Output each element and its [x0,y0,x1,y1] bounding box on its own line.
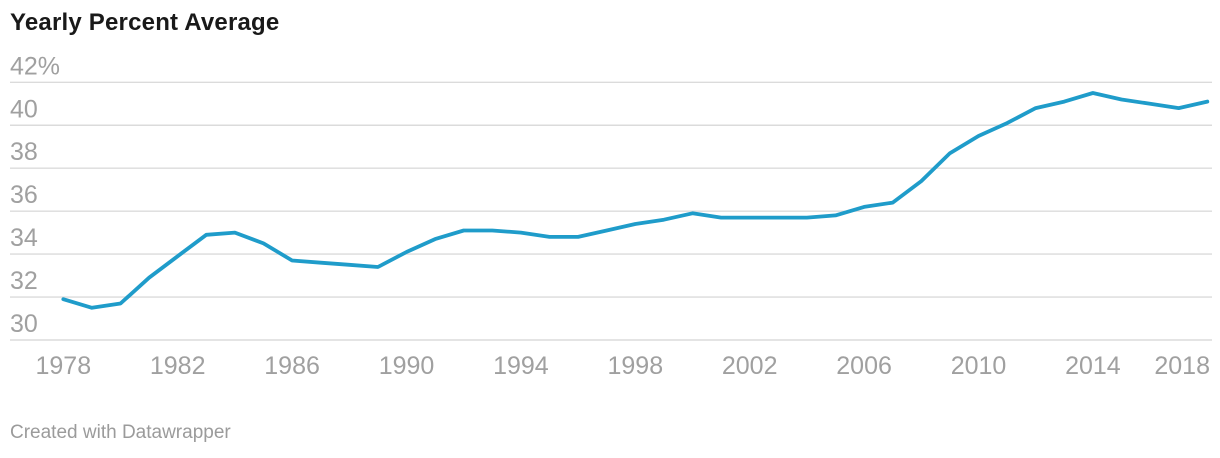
x-tick-label: 1998 [607,352,663,380]
x-tick-label: 1978 [35,352,91,380]
x-tick-label: 2018 [1154,352,1210,380]
y-tick-label: 34 [10,224,38,252]
y-tick-label: 36 [10,181,38,209]
datawrapper-credit-link[interactable]: Created with Datawrapper [10,422,231,443]
y-tick-label: 32 [10,267,38,295]
y-tick-label: 38 [10,138,38,166]
data-line-series [61,91,1210,310]
chart-title: Yearly Percent Average [10,9,280,36]
y-tick-label: 40 [10,95,38,123]
line-chart-plot-area: 42% 40 38 36 34 32 30 1978 1982 1986 1990 1994 1998 2… [10,52,1212,380]
y-tick-label: 42% [10,52,60,80]
x-tick-label: 2014 [1065,352,1121,380]
x-tick-label: 1986 [264,352,320,380]
x-tick-label: 1990 [379,352,435,380]
x-tick-label: 1994 [493,352,549,380]
x-tick-label: 2010 [951,352,1007,380]
x-tick-label: 1982 [150,352,206,380]
x-tick-label: 2006 [836,352,892,380]
y-tick-label: 30 [10,310,38,338]
x-tick-label: 2002 [722,352,778,380]
